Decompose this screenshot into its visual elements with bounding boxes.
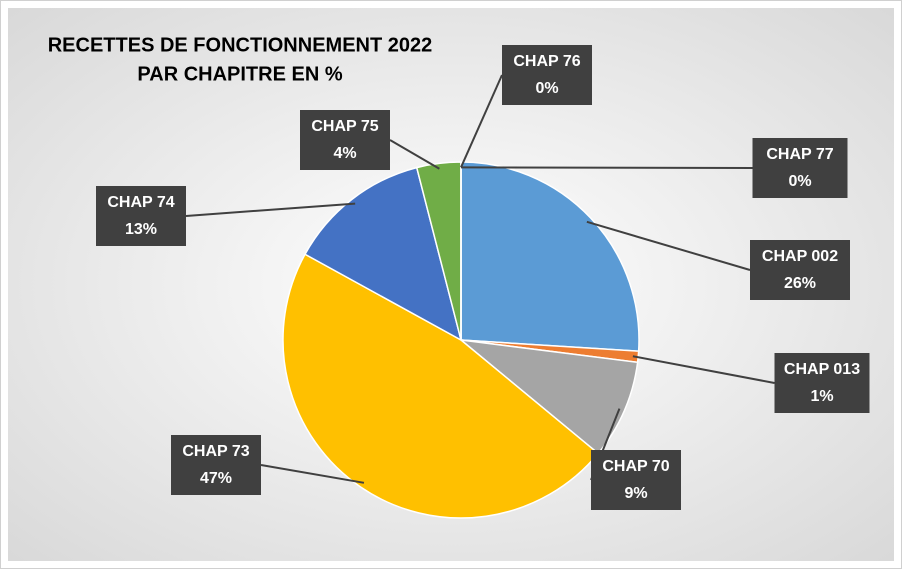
value-label: 1% [810,388,833,405]
value-label: 26% [784,275,816,292]
label-box [752,138,848,198]
leader-line [586,220,751,271]
category-label: CHAP 74 [107,194,174,211]
label-box [502,45,592,105]
leader-line [460,166,753,169]
label-box [750,240,850,300]
label-box [171,435,261,495]
pie-slice [303,166,463,342]
value-label: 4% [333,145,356,162]
label-box [591,450,681,510]
value-label: 0% [535,80,558,97]
label-box [300,110,390,170]
leader-line [632,355,775,384]
category-label: CHAP 73 [182,443,249,460]
pie-slice [460,161,640,352]
leader-line [260,464,365,484]
category-label: CHAP 76 [513,53,580,70]
label-box [774,353,870,413]
category-label: CHAP 70 [602,458,669,475]
category-label: CHAP 013 [784,361,860,378]
value-label: 13% [125,221,157,238]
category-label: CHAP 002 [762,248,838,265]
pie-slice [282,253,600,519]
leader-line [389,139,440,170]
chart-title: PAR CHAPITRE EN % [137,63,342,85]
label-box [96,186,186,246]
value-label: 0% [788,173,811,190]
value-label: 47% [200,470,232,487]
chart-title: RECETTES DE FONCTIONNEMENT 2022 [48,34,433,56]
category-label: CHAP 75 [311,118,378,135]
leader-line [185,202,356,217]
category-label: CHAP 77 [766,146,833,163]
leader-line [460,74,503,168]
value-label: 9% [624,485,647,502]
